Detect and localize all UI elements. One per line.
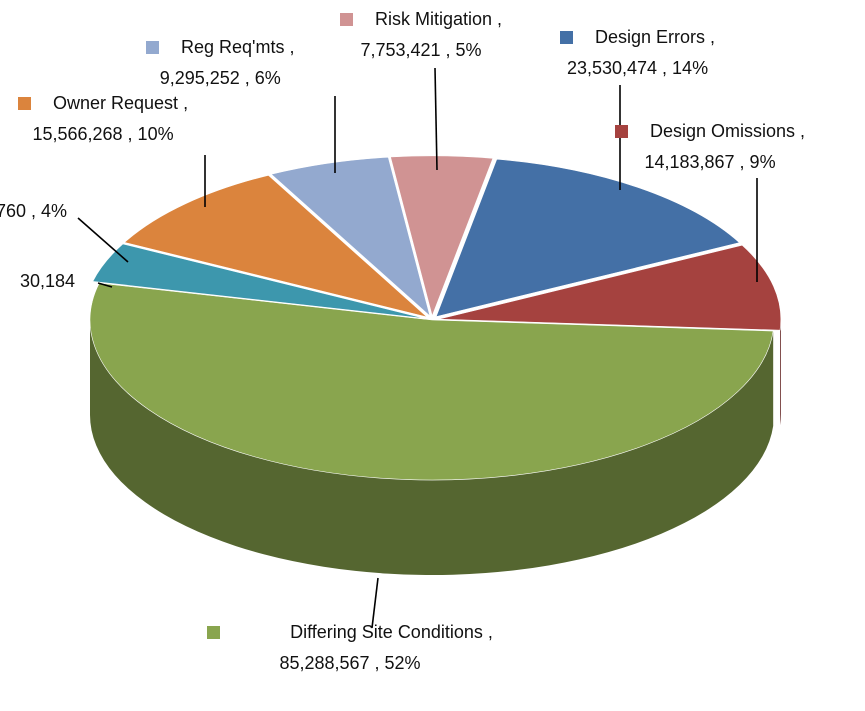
legend-swatch — [207, 626, 221, 639]
slice — [438, 244, 782, 331]
leader-line — [97, 282, 113, 288]
label: Owner Request , 15,566,268 , 10% — [18, 88, 188, 150]
slice-name: Owner Request — [53, 93, 179, 113]
slice-name: Design Omissions — [650, 121, 796, 141]
slice-side — [90, 320, 774, 575]
slice — [270, 156, 431, 317]
legend-swatch — [340, 13, 353, 26]
slice-name: Reg Req'mts — [181, 37, 285, 57]
slice-name: Design Errors — [595, 27, 706, 47]
slice — [123, 174, 428, 318]
slice-name: Differing Site Conditions — [290, 622, 483, 642]
slice-value: 14,183,867 , 9% — [644, 152, 776, 172]
legend-swatch — [18, 97, 31, 110]
label: Risk Mitigation , 7,753,421 , 5% — [340, 4, 502, 66]
leader-line — [371, 577, 379, 629]
label: Design Errors , 23,530,474 , 14% — [560, 22, 715, 84]
label: Reg Req'mts , 9,295,252 , 6% — [146, 32, 295, 94]
label: 760 , 4% — [0, 196, 67, 227]
legend-swatch — [560, 31, 573, 44]
slice-value: 30,184 — [20, 271, 76, 291]
slice-value: 85,288,567 , 52% — [279, 653, 421, 673]
slice — [89, 282, 774, 481]
slice — [435, 158, 741, 318]
slice-value: 760 , 4% — [0, 201, 68, 221]
legend-swatch — [146, 41, 159, 54]
leader-line — [434, 67, 438, 171]
slice-name: Risk Mitigation — [375, 9, 493, 29]
label: 30,184 — [20, 266, 75, 297]
slice — [91, 281, 426, 320]
slice-side — [780, 319, 781, 426]
slice — [390, 155, 494, 317]
label: Design Omissions , 14,183,867 , 9% — [615, 116, 805, 178]
slice-value: 9,295,252 , 6% — [159, 68, 281, 88]
legend-swatch — [615, 125, 628, 138]
label: Differing Site Conditions , 85,288,567 ,… — [200, 617, 500, 679]
slice-value: 23,530,474 , 14% — [566, 58, 709, 78]
pie — [89, 155, 782, 575]
leader-line — [77, 217, 129, 263]
slice — [92, 243, 426, 319]
slice-value: 7,753,421 , 5% — [360, 40, 482, 60]
slice-value: 15,566,268 , 10% — [32, 124, 174, 144]
